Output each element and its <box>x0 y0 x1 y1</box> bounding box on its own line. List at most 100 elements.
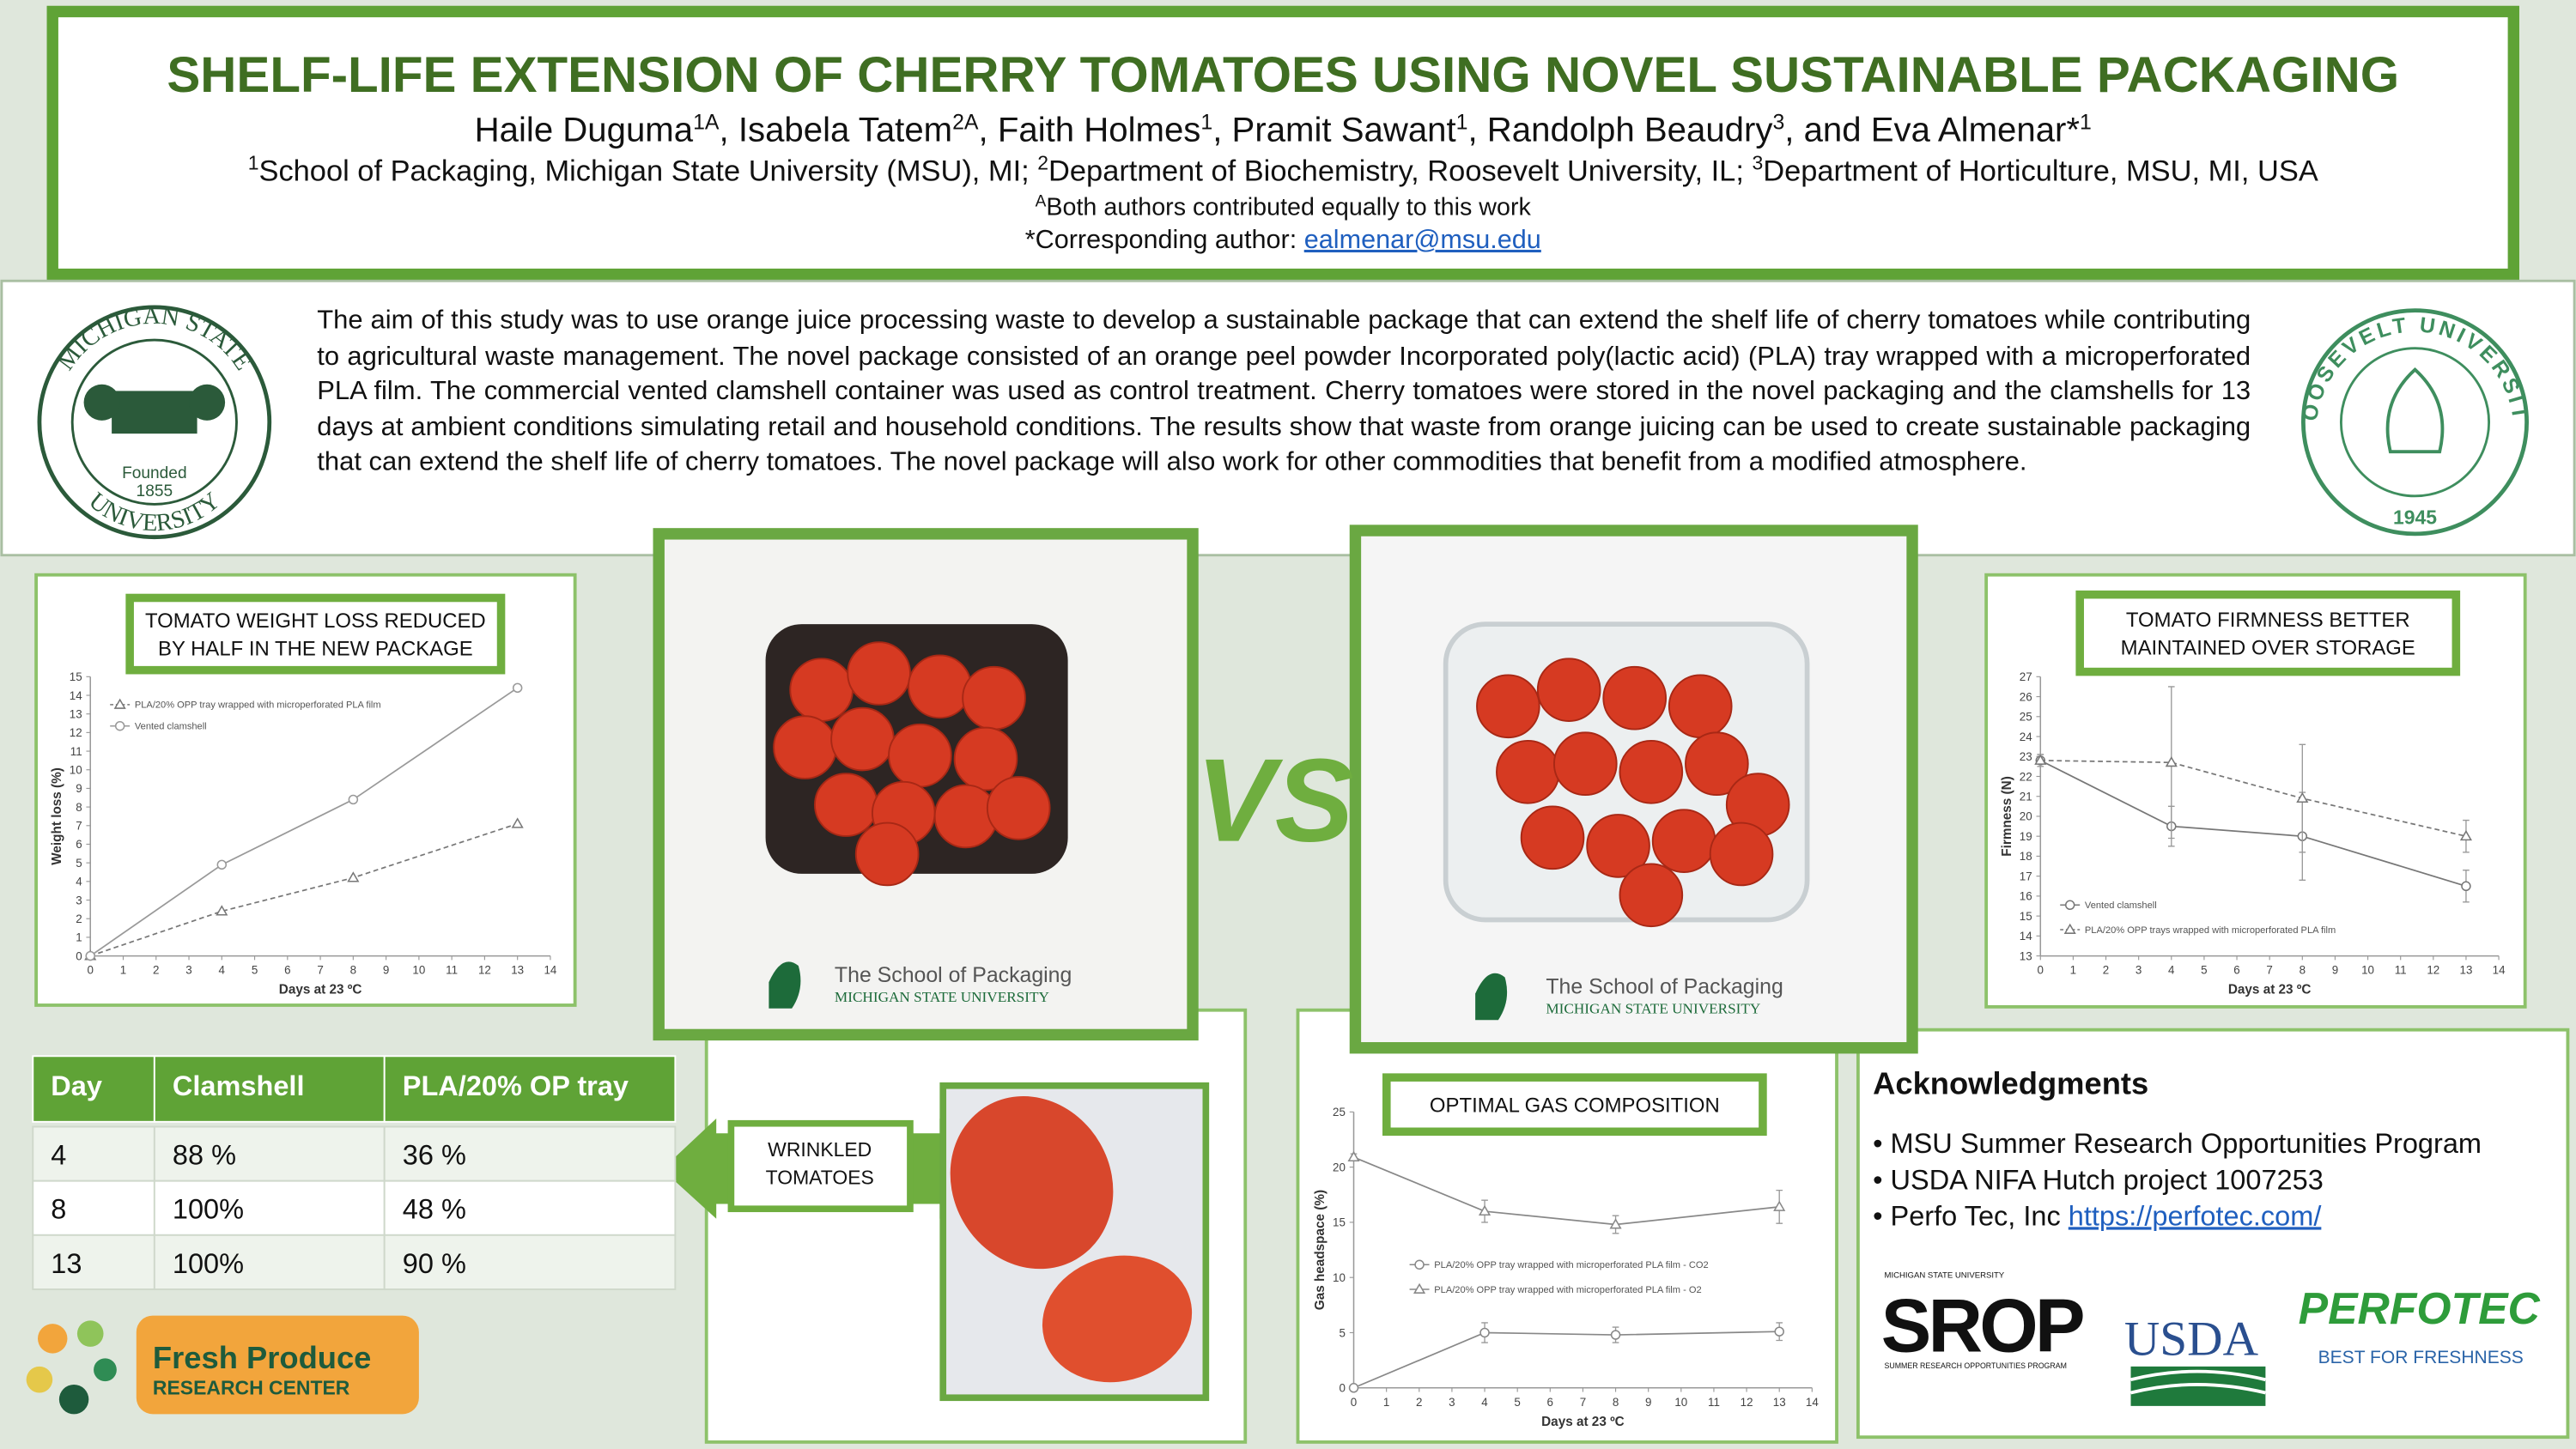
x-tick-label: 1 <box>2070 964 2076 977</box>
marker <box>347 871 360 882</box>
tomato <box>1668 674 1733 739</box>
x-tick-label: 5 <box>252 964 258 977</box>
x-tick-label: 12 <box>2427 964 2439 977</box>
wrinkled-tomato <box>950 1096 1114 1270</box>
x-tick-label: 0 <box>1351 1396 1357 1409</box>
tomato <box>1496 739 1560 804</box>
logo-petal <box>58 1384 89 1415</box>
tomato <box>847 641 911 706</box>
x-tick-label: 8 <box>2300 964 2306 977</box>
x-tick-label: 4 <box>219 964 226 977</box>
author-sup: 3 <box>1772 111 1784 135</box>
seal-founded: Founded <box>122 464 187 482</box>
x-tick-label: 2 <box>2103 964 2109 977</box>
y-tick-label: 23 <box>2020 750 2032 763</box>
tomato <box>789 658 854 722</box>
marker <box>2459 829 2473 841</box>
legend-marker <box>113 698 126 709</box>
y-tick-label: 2 <box>76 912 82 925</box>
tomato <box>1536 658 1601 722</box>
x-tick-label: 3 <box>1449 1396 1455 1409</box>
legend-label: PLA/20% OPP tray wrapped with microperfo… <box>1434 1285 1701 1295</box>
ack-item: • USDA NIFA Hutch project 1007253 <box>1873 1164 2324 1195</box>
x-tick-label: 10 <box>1674 1396 1687 1409</box>
x-tick-label: 9 <box>383 964 389 977</box>
note: ABoth authors contributed equally to thi… <box>1036 192 1532 221</box>
legend-marker <box>114 720 125 731</box>
x-tick-label: 7 <box>2266 964 2272 977</box>
table-cell <box>153 1234 386 1290</box>
x-tick-label: 7 <box>317 964 323 977</box>
table-header: Day <box>51 1070 102 1101</box>
marker <box>216 859 228 870</box>
x-tick-label: 1 <box>120 964 126 977</box>
email-link[interactable]: ealmenar@msu.edu <box>1304 225 1541 254</box>
y-tick-label: 14 <box>2020 930 2032 943</box>
tomatoes <box>773 641 1790 928</box>
table-cell-text: 8 <box>51 1194 66 1225</box>
usda-logo: USDA <box>2124 1313 2259 1367</box>
table-header-cell <box>32 1055 155 1123</box>
marker <box>2165 755 2178 767</box>
ack-list: • MSU Summer Research Opportunities Prog… <box>1873 1128 2482 1231</box>
tomato <box>814 773 878 837</box>
marker <box>1773 1200 1786 1211</box>
x-tick-label: 11 <box>446 964 458 977</box>
tomato <box>1586 814 1650 878</box>
tomato <box>888 723 952 788</box>
ack-text: Perfo Tec, Inc <box>1891 1200 2069 1231</box>
x-tick-label: 10 <box>2361 964 2374 977</box>
legend-label: Vented clamshell <box>135 722 207 732</box>
x-tick-label: 0 <box>2038 964 2044 977</box>
y-tick-label: 15 <box>1333 1216 1346 1229</box>
ack-link[interactable]: https://perfotec.com/ <box>2069 1200 2323 1231</box>
x-tick-label: 2 <box>1416 1396 1422 1409</box>
y-tick-label: 17 <box>2020 870 2032 882</box>
table-cell-text: 90 % <box>403 1248 466 1279</box>
y-tick-label: 0 <box>1340 1382 1346 1395</box>
marker <box>1610 1330 1621 1340</box>
seal-ring <box>2339 347 2491 498</box>
y-tick-label: 21 <box>2020 791 2032 803</box>
x-tick-label: 13 <box>2460 964 2473 977</box>
author-sup: 1 <box>1456 111 1468 135</box>
tomato <box>854 822 920 887</box>
table-header: PLA/20% OP tray <box>403 1070 629 1101</box>
marker <box>1347 1150 1360 1162</box>
legend-label: Vented clamshell <box>2085 900 2157 911</box>
x-tick-label: 1 <box>1383 1396 1389 1409</box>
y-tick-label: 16 <box>2020 890 2032 903</box>
fresh-produce-sub: RESEARCH CENTER <box>153 1376 350 1398</box>
ack-text: USDA NIFA Hutch project 1007253 <box>1891 1164 2324 1195</box>
authors: Haile Duguma1A, Isabela Tatem2A, Faith H… <box>475 111 2092 149</box>
abstract-panel <box>0 279 2576 557</box>
fresh-produce-logo <box>136 1315 419 1415</box>
y-axis-label: Weight loss (%) <box>50 767 64 865</box>
author-sup: 1A <box>693 111 720 135</box>
y-tick-label: 26 <box>2020 690 2032 703</box>
x-tick-label: 0 <box>88 964 94 977</box>
seal-ring <box>70 338 238 506</box>
x-tick-label: 6 <box>284 964 290 977</box>
y-tick-label: 7 <box>76 820 82 833</box>
table-cell-text: 36 % <box>403 1140 466 1171</box>
tomato <box>908 654 972 719</box>
table-cell-text: 100% <box>173 1248 244 1279</box>
author-name: , Faith Holmes <box>979 111 1201 149</box>
chart-title: TOMATO FIRMNESS BETTER <box>2126 609 2410 632</box>
tomato <box>1619 863 1684 928</box>
y-tick-label: 22 <box>2020 770 2032 783</box>
bullet: • <box>1873 1200 1890 1231</box>
author-name: , and Eva Almenar* <box>1784 111 2080 149</box>
wrinkled-box <box>727 1119 914 1213</box>
bullet: • <box>1873 1128 1890 1159</box>
srop-top: MICHIGAN STATE UNIVERSITY <box>1885 1271 2005 1281</box>
series-line <box>89 822 518 957</box>
packaging-logo: The School of Packaging <box>835 963 1072 987</box>
affil-sup: 2 <box>1037 152 1048 174</box>
series-line <box>2040 760 2467 838</box>
marker <box>2034 754 2047 765</box>
legend-marker <box>1414 1259 1425 1270</box>
series-line <box>1353 1331 1780 1389</box>
